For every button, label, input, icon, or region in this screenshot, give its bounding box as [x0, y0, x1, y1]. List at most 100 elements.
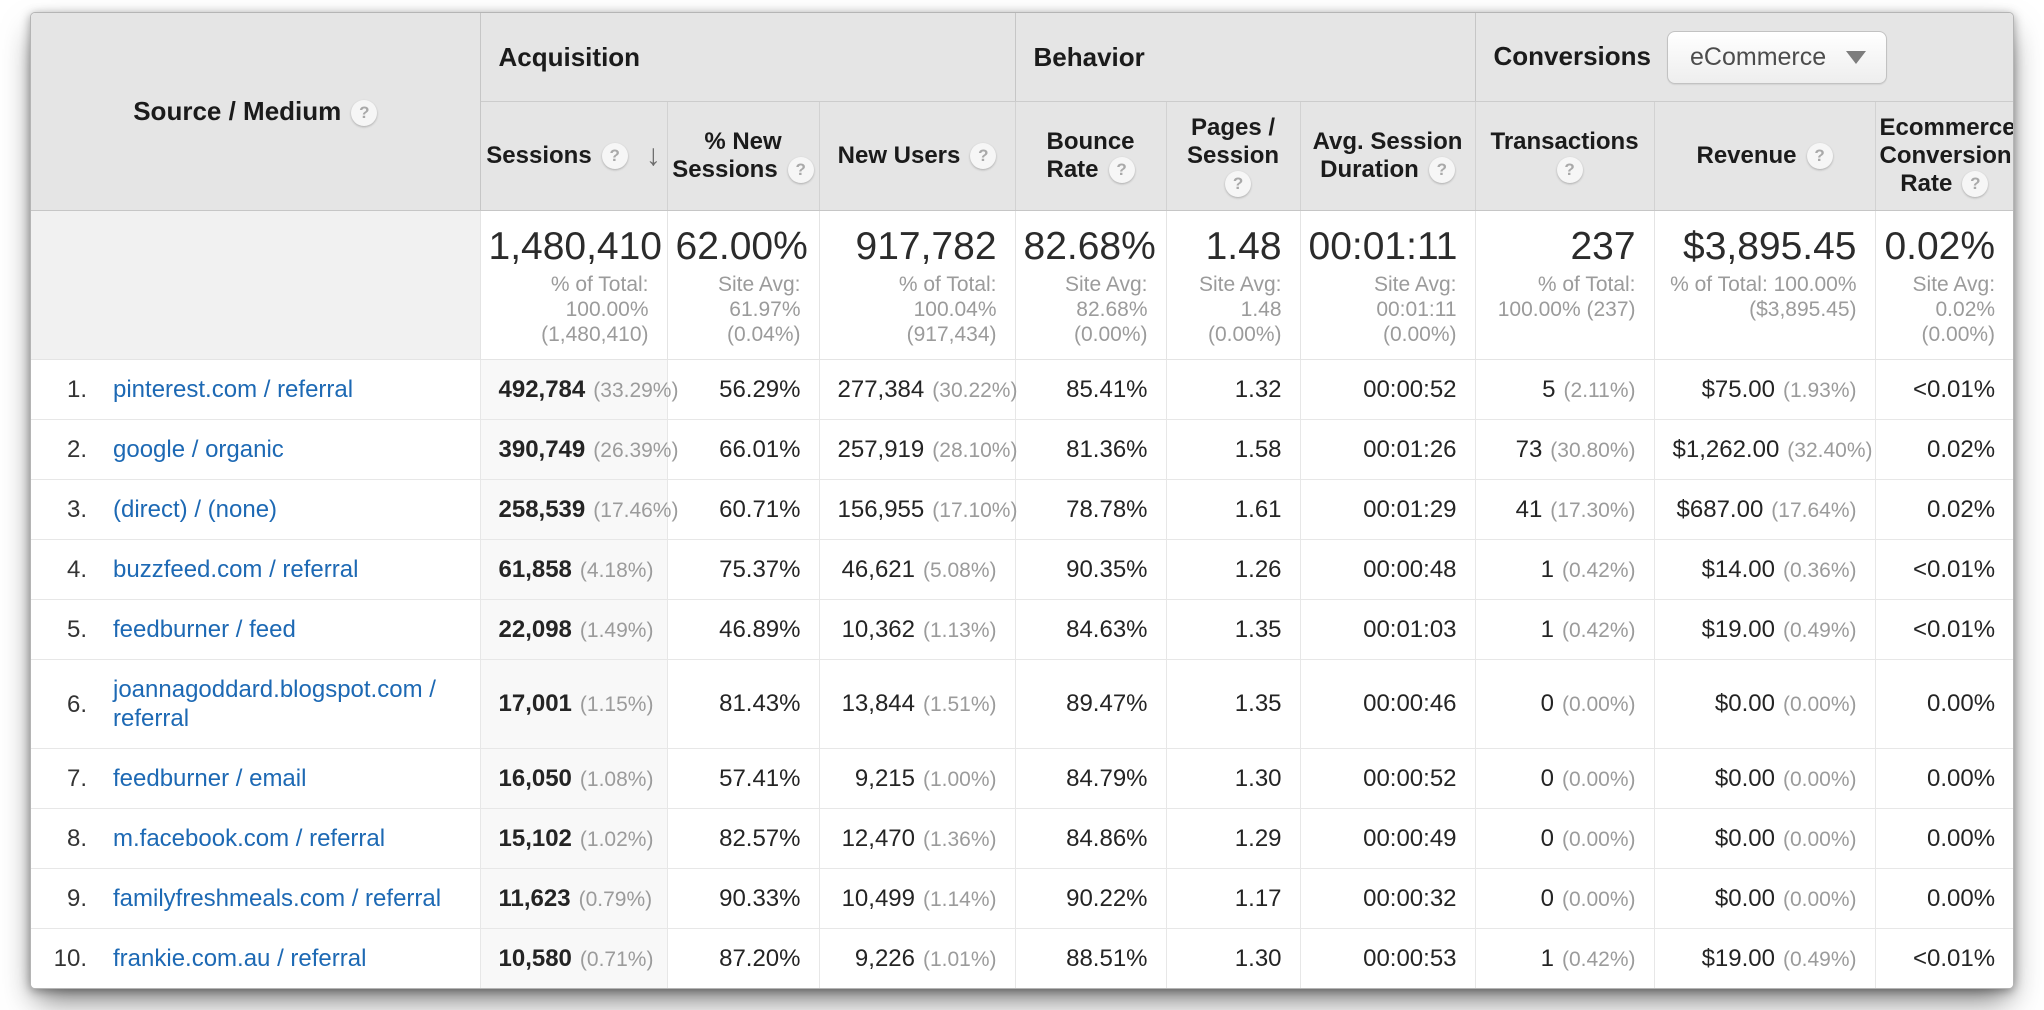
sessions-cell: 61,858 (4.18%)	[479, 539, 667, 600]
row-rank: 3.	[66, 496, 87, 523]
pages-session-cell: 1.30	[1165, 928, 1301, 988]
column-header-pages-session[interactable]: Pages / Session?	[1165, 101, 1301, 211]
ecommerce-conversion-rate-cell: 0.00%	[1874, 748, 2013, 809]
help-icon[interactable]: ?	[601, 143, 628, 169]
sessions-cell: 492,784 (33.29%)	[479, 359, 678, 420]
source-medium-link[interactable]: buzzfeed.com / referral	[113, 556, 359, 583]
row-rank: 10.	[53, 945, 87, 972]
source-medium-link[interactable]: google / organic	[113, 436, 284, 463]
sessions-cell: 390,749 (26.39%)	[479, 419, 678, 480]
sessions-cell: 17,001 (1.15%)	[479, 659, 667, 749]
source-medium-link[interactable]: m.facebook.com / referral	[113, 825, 386, 852]
source-medium-cell: 7. feedburner / email	[31, 748, 480, 809]
row-rank: 9.	[66, 885, 87, 912]
new-users-cell: 10,362 (1.13%)	[818, 599, 1016, 660]
group-label-conversions: Conversions	[1493, 40, 1652, 71]
pct-new-sessions-cell: 56.29%	[666, 359, 819, 420]
revenue-cell: $19.00 (0.49%)	[1653, 928, 1876, 988]
ecommerce-conversion-rate-cell: 0.00%	[1874, 659, 2013, 749]
source-medium-link[interactable]: feedburner / feed	[113, 616, 296, 643]
source-medium-link[interactable]: frankie.com.au / referral	[113, 945, 367, 972]
sessions-cell: 258,539 (17.46%)	[479, 479, 678, 540]
avg-session-duration-cell: 00:00:52	[1299, 748, 1476, 809]
new-users-cell: 156,955 (17.10%)	[818, 479, 1017, 540]
source-medium-link[interactable]: joannagoddard.blogspot.com / referral	[113, 676, 436, 732]
column-header-revenue[interactable]: Revenue?	[1653, 101, 1876, 211]
help-icon[interactable]: ?	[970, 143, 997, 169]
bounce-rate-cell: 90.22%	[1014, 868, 1167, 929]
source-medium-link[interactable]: pinterest.com / referral	[113, 376, 354, 403]
source-medium-cell: 9. familyfreshmeals.com / referral	[31, 868, 480, 929]
table-row: 1. pinterest.com / referral 492,784 (33.2…	[31, 359, 2013, 420]
revenue-cell: $0.00 (0.00%)	[1653, 659, 1876, 749]
avg-session-duration-cell: 00:00:32	[1299, 868, 1476, 929]
pages-session-cell: 1.30	[1165, 748, 1301, 809]
help-icon[interactable]: ?	[1428, 157, 1455, 183]
help-icon[interactable]: ?	[1806, 143, 1833, 169]
help-icon[interactable]: ?	[1225, 171, 1252, 197]
avg-session-duration-cell: 00:00:52	[1299, 359, 1476, 420]
bounce-rate-cell: 84.63%	[1014, 599, 1167, 660]
revenue-cell: $1,262.00 (32.40%)	[1653, 419, 1876, 480]
column-header-bounce-rate[interactable]: Bounce Rate?	[1014, 101, 1167, 211]
column-header-ecommerce-conversion-rate[interactable]: Ecommerce Conversion Rate?	[1874, 101, 2013, 211]
help-icon[interactable]: ?	[351, 100, 378, 126]
table-row: 10. frankie.com.au / referral 10,580 (0.7…	[31, 928, 2013, 988]
new-users-cell: 9,215 (1.00%)	[818, 748, 1016, 809]
dropdown-selected-value: eCommerce	[1690, 42, 1827, 71]
column-header-transactions[interactable]: Transactions?	[1474, 101, 1655, 211]
transactions-cell: 0 (0.00%)	[1474, 748, 1655, 809]
pages-session-cell: 1.17	[1165, 868, 1301, 929]
summary-avg-session-duration: 00:01:11 Site Avg: 00:01:11 (0.00%)	[1299, 210, 1476, 360]
sort-descending-icon[interactable]: ↓	[645, 139, 661, 172]
source-medium-cell: 3. (direct) / (none)	[31, 479, 480, 540]
help-icon[interactable]: ?	[1962, 171, 1989, 197]
pct-new-sessions-cell: 90.33%	[666, 868, 819, 929]
summary-pct-new-sessions: 62.00% Site Avg: 61.97% (0.04%)	[666, 210, 819, 360]
source-medium-cell: 5. feedburner / feed	[31, 599, 480, 660]
summary-new-users: 917,782% of Total: 100.04% (917,434)	[818, 210, 1016, 360]
dropdown-arrow-icon	[1846, 50, 1867, 64]
column-header-avg-session-duration[interactable]: Avg. Session Duration?	[1299, 101, 1476, 211]
ecommerce-conversion-rate-cell: <0.01%	[1874, 359, 2013, 420]
transactions-cell: 1 (0.42%)	[1474, 599, 1655, 660]
source-medium-report-table: Source / Medium? Acquisition Behavior Co…	[31, 13, 2013, 988]
table-row: 5. feedburner / feed 22,098 (1.49%) 46.89…	[31, 599, 2013, 660]
avg-session-duration-cell: 00:01:29	[1299, 479, 1476, 540]
help-icon[interactable]: ?	[1556, 157, 1583, 183]
avg-session-duration-cell: 00:00:53	[1299, 928, 1476, 988]
help-icon[interactable]: ?	[787, 157, 814, 183]
source-medium-link[interactable]: feedburner / email	[113, 765, 307, 792]
new-users-cell: 277,384 (30.22%)	[818, 359, 1017, 420]
dimension-header-cell: Source / Medium?	[31, 13, 481, 211]
sessions-cell: 11,623 (0.79%)	[479, 868, 667, 929]
column-header-sessions[interactable]: Sessions? ↓	[479, 101, 667, 211]
source-medium-link[interactable]: (direct) / (none)	[113, 496, 278, 523]
ecommerce-conversion-rate-cell: <0.01%	[1874, 599, 2013, 660]
dimension-header-label: Source / Medium	[133, 96, 342, 126]
row-rank: 7.	[66, 765, 87, 792]
row-rank: 2.	[66, 436, 87, 463]
revenue-cell: $75.00 (1.93%)	[1653, 359, 1876, 420]
table-row: 2. google / organic 390,749 (26.39%) 66.0…	[31, 419, 2013, 480]
transactions-cell: 0 (0.00%)	[1474, 659, 1655, 749]
conversions-goal-dropdown[interactable]: eCommerce	[1667, 30, 1888, 84]
help-icon[interactable]: ?	[1108, 157, 1135, 183]
summary-row: 1,480,410% of Total: 100.00% (1,480,410)…	[31, 210, 2013, 360]
source-medium-cell: 10. frankie.com.au / referral	[31, 928, 480, 988]
row-rank: 1.	[66, 376, 87, 403]
sessions-cell: 15,102 (1.02%)	[479, 808, 667, 869]
transactions-cell: 73 (30.80%)	[1474, 419, 1655, 480]
new-users-cell: 10,499 (1.14%)	[818, 868, 1016, 929]
column-header-new-users[interactable]: New Users?	[818, 101, 1016, 211]
pct-new-sessions-cell: 66.01%	[666, 419, 819, 480]
column-header-pct-new-sessions[interactable]: % New Sessions?	[666, 101, 819, 211]
pages-session-cell: 1.26	[1165, 539, 1301, 600]
source-medium-link[interactable]: familyfreshmeals.com / referral	[113, 885, 442, 912]
group-label-acquisition: Acquisition	[498, 41, 641, 72]
transactions-cell: 1 (0.42%)	[1474, 539, 1655, 600]
bounce-rate-cell: 81.36%	[1014, 419, 1167, 480]
revenue-cell: $0.00 (0.00%)	[1653, 808, 1876, 869]
ecommerce-conversion-rate-cell: 0.00%	[1874, 808, 2013, 869]
table-row: 7. feedburner / email 16,050 (1.08%) 57.4…	[31, 748, 2013, 809]
